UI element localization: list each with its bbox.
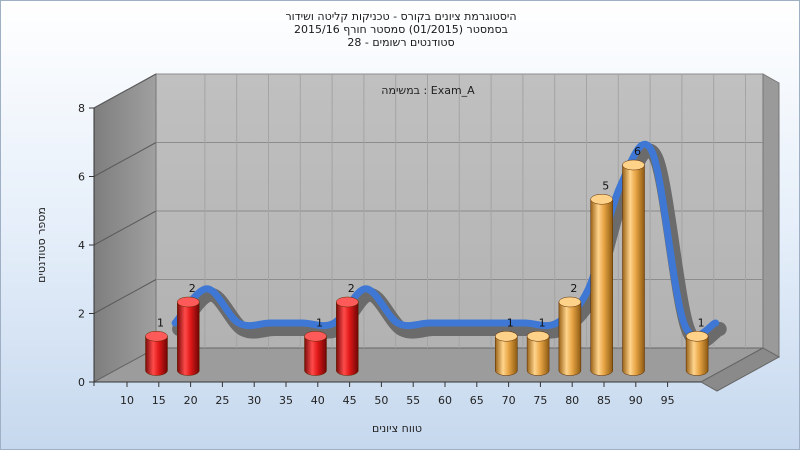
x-tick-label: 10 — [120, 394, 134, 407]
x-tick-label: 65 — [470, 394, 484, 407]
right-wall-edge — [762, 73, 780, 358]
bar — [495, 331, 518, 376]
bar — [526, 331, 550, 376]
chart-title: היסטוגרמת ציונים בקורס - טכניקות קליטה ו… — [1, 10, 800, 49]
x-tick-label: 85 — [597, 394, 611, 407]
data-label: 1 — [316, 316, 323, 329]
bar-top — [685, 331, 709, 342]
bar-body — [590, 199, 613, 376]
bar-body — [495, 336, 518, 376]
x-tick-label: 75 — [533, 394, 547, 407]
data-label: 2 — [570, 282, 577, 295]
y-axis: 0 2 4 6 8 — [78, 102, 95, 389]
y-tick-label: 2 — [78, 308, 85, 321]
bar — [622, 159, 645, 376]
annotation-label: Exam_A : במשימה — [381, 84, 475, 97]
bar-top — [304, 331, 327, 342]
x-axis: 10 15 20 25 30 35 40 45 50 55 60 65 70 75 80 85 90 95 — [94, 381, 701, 407]
bar-body — [145, 336, 168, 376]
title-line-2: בסמסטר (01/2015) סמסטר חורף 2015/16 — [294, 23, 508, 36]
bar-body — [558, 301, 582, 376]
x-tick-label: 95 — [661, 394, 675, 407]
x-tick-label: 55 — [406, 394, 420, 407]
y-axis-title: מספר סטודנטים — [35, 207, 48, 283]
bar-body — [526, 336, 550, 376]
bar-top — [590, 194, 613, 205]
y-tick-label: 8 — [78, 102, 85, 115]
x-tick-label: 60 — [438, 394, 452, 407]
bar-top — [622, 159, 645, 171]
x-tick-label: 40 — [311, 394, 325, 407]
bar — [590, 194, 613, 376]
x-axis-title: טווח ציונים — [372, 422, 422, 435]
data-label: 1 — [157, 316, 164, 329]
bar-top — [526, 331, 550, 342]
data-label: 1 — [539, 316, 546, 329]
grid-line-diagonal — [93, 142, 157, 177]
data-label: 1 — [698, 316, 705, 329]
distribution-curve — [171, 140, 727, 349]
bar-top — [336, 296, 359, 308]
x-tick-label: 20 — [184, 394, 198, 407]
bar-body — [177, 301, 200, 376]
bar — [304, 331, 327, 376]
x-tick-label: 80 — [565, 394, 579, 407]
bar — [685, 331, 709, 376]
x-tick-label: 70 — [502, 394, 516, 407]
grid-line-diagonal — [93, 279, 157, 314]
bar-top — [145, 331, 168, 342]
title-line-3: סטודנטים רשומים - 28 — [347, 36, 455, 49]
data-label: 5 — [602, 179, 609, 192]
data-labels: 1 2 1 2 1 1 2 5 6 1 — [157, 145, 705, 329]
bar-top — [177, 296, 200, 308]
data-label: 1 — [507, 316, 514, 329]
curve-line — [171, 140, 720, 340]
data-label: 6 — [634, 145, 641, 158]
data-label: 2 — [348, 282, 355, 295]
x-tick-label: 25 — [215, 394, 229, 407]
floor-right-edge — [699, 347, 781, 392]
y-tick-label: 0 — [78, 376, 85, 389]
bar — [558, 296, 582, 376]
x-tick-label: 45 — [343, 394, 357, 407]
title-line-1: היסטוגרמת ציונים בקורס - טכניקות קליטה ו… — [285, 10, 517, 23]
bar — [145, 331, 168, 376]
x-tick-label: 90 — [629, 394, 643, 407]
bar-body — [685, 336, 709, 376]
y-tick-label: 6 — [78, 171, 85, 184]
x-tick-label: 15 — [152, 394, 166, 407]
bar — [177, 296, 200, 376]
bar — [336, 296, 359, 376]
bar-body — [336, 301, 359, 376]
grid-line-diagonal — [93, 210, 157, 246]
x-tick-label: 50 — [374, 394, 388, 407]
x-tick-label: 30 — [247, 394, 261, 407]
y-tick-label: 4 — [78, 239, 85, 252]
bar-top — [558, 296, 582, 308]
bar-top — [495, 331, 518, 342]
bar-body — [304, 336, 327, 376]
grid-line-diagonal — [93, 73, 157, 109]
x-tick-label: 35 — [279, 394, 293, 407]
bars — [145, 159, 709, 376]
bar-body — [622, 164, 645, 376]
data-label: 2 — [189, 282, 196, 295]
